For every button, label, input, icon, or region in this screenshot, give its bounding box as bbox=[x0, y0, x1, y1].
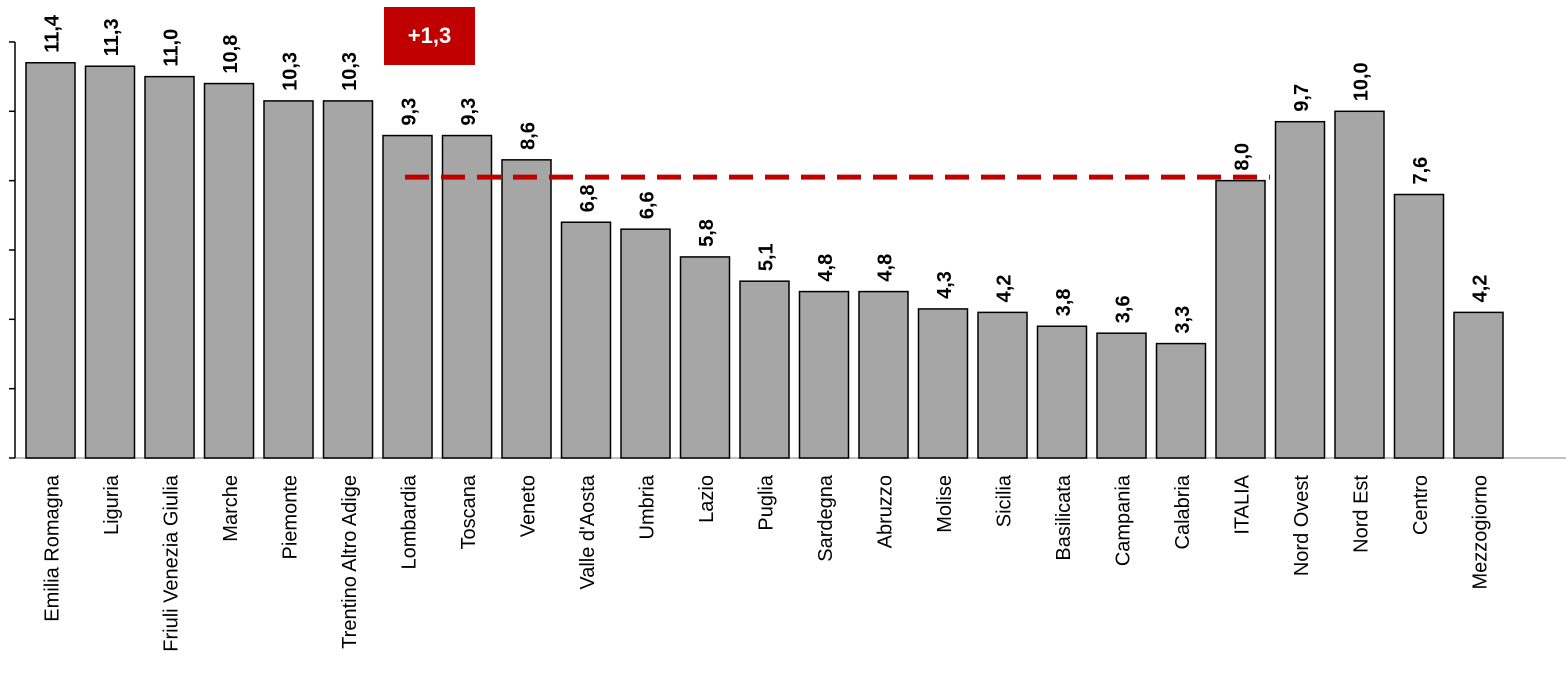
bar bbox=[858, 290, 909, 459]
value-label: 3,6 bbox=[1113, 295, 1135, 323]
value-label: 4,3 bbox=[934, 271, 956, 299]
bar bbox=[679, 256, 731, 459]
category-label: Veneto bbox=[518, 475, 540, 537]
category-label: Lombardia bbox=[399, 474, 421, 569]
value-label: 3,8 bbox=[1053, 288, 1075, 316]
value-label: 10,8 bbox=[220, 35, 242, 74]
difference-annotation: +1,3 bbox=[384, 7, 475, 65]
bar bbox=[1096, 332, 1147, 459]
value-label: 7,6 bbox=[1410, 157, 1432, 185]
bar bbox=[798, 290, 850, 459]
value-label: 10,3 bbox=[339, 52, 361, 91]
bar bbox=[84, 65, 136, 459]
bar bbox=[203, 82, 255, 459]
category-label: Sardegna bbox=[815, 474, 837, 562]
category-label: Sicilia bbox=[994, 474, 1016, 527]
value-label: 10,0 bbox=[1351, 62, 1373, 101]
value-label: 4,8 bbox=[875, 254, 897, 282]
category-label: Puglia bbox=[756, 474, 778, 530]
value-label: 11,0 bbox=[161, 29, 183, 67]
category-label: Friuli Venezia Giulia bbox=[161, 474, 183, 652]
category-label: Molise bbox=[934, 475, 956, 533]
value-label: 4,2 bbox=[1470, 275, 1492, 303]
bar bbox=[739, 280, 790, 459]
value-label: 9,3 bbox=[399, 98, 421, 126]
bar bbox=[1453, 311, 1504, 459]
bar bbox=[1215, 179, 1266, 459]
category-label: Liguria bbox=[101, 474, 123, 535]
bar bbox=[560, 221, 612, 459]
category-label: Emilia Romagna bbox=[42, 474, 64, 622]
value-label: 9,7 bbox=[1291, 84, 1313, 112]
bar bbox=[620, 228, 671, 459]
bar bbox=[1036, 325, 1088, 459]
category-label: Centro bbox=[1410, 475, 1432, 535]
category-label: Lazio bbox=[696, 475, 718, 523]
category-label: Basilicata bbox=[1053, 474, 1075, 560]
value-label: 11,3 bbox=[101, 18, 123, 56]
bar bbox=[501, 159, 552, 459]
category-label: Piemonte bbox=[280, 475, 302, 560]
bar bbox=[263, 100, 314, 459]
bar bbox=[322, 100, 374, 459]
value-label: 4,2 bbox=[994, 275, 1016, 303]
value-label: 8,0 bbox=[1232, 143, 1254, 171]
value-label: 10,3 bbox=[280, 52, 302, 91]
bar bbox=[382, 134, 433, 459]
category-label: Nord Est bbox=[1351, 475, 1373, 553]
value-label: 5,8 bbox=[696, 219, 718, 247]
bar bbox=[977, 311, 1028, 459]
category-label: Trentino Altro Adige bbox=[339, 475, 361, 649]
bar bbox=[441, 134, 493, 459]
value-label: 4,8 bbox=[815, 254, 837, 282]
category-label: Marche bbox=[220, 475, 242, 542]
bar bbox=[1155, 342, 1207, 459]
value-label: 8,6 bbox=[518, 122, 540, 150]
bar bbox=[25, 62, 76, 459]
bar bbox=[1334, 110, 1385, 459]
value-label: 11,4 bbox=[42, 14, 64, 53]
value-label: 9,3 bbox=[458, 98, 480, 126]
bar bbox=[144, 75, 195, 459]
category-label: Campania bbox=[1113, 474, 1135, 566]
category-label: Toscana bbox=[458, 474, 480, 549]
category-label: Mezzogiorno bbox=[1470, 475, 1492, 590]
category-label: Abruzzo bbox=[875, 475, 897, 548]
value-label: 5,1 bbox=[756, 243, 778, 271]
category-label: Calabria bbox=[1172, 474, 1194, 549]
bar bbox=[1393, 193, 1445, 459]
value-label: 6,8 bbox=[577, 184, 599, 212]
value-label: 3,3 bbox=[1172, 306, 1194, 334]
bar bbox=[1274, 120, 1326, 459]
category-label: ITALIA bbox=[1232, 474, 1254, 534]
category-label: Nord Ovest bbox=[1291, 475, 1313, 577]
bar bbox=[917, 308, 969, 459]
category-label: Valle d'Aosta bbox=[577, 474, 599, 590]
category-label: Umbria bbox=[637, 474, 659, 539]
value-label: 6,6 bbox=[637, 191, 659, 219]
